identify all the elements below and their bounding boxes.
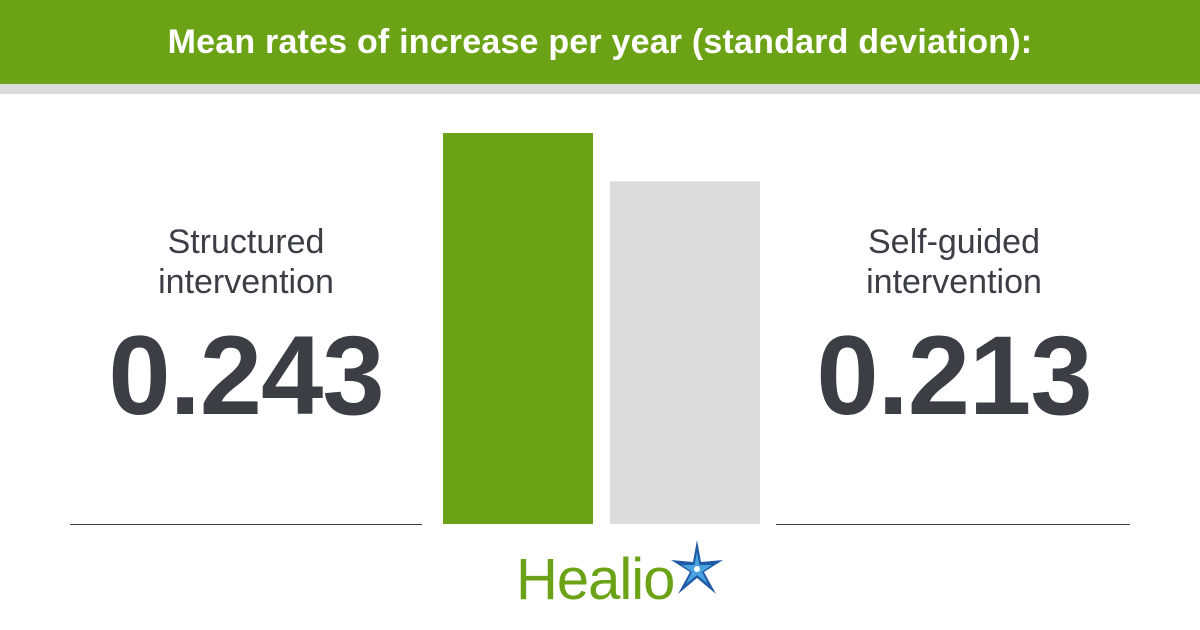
baseline-left	[70, 524, 422, 525]
bar-value-label-self-guided: 0.213	[816, 313, 1092, 438]
healio-logo: Healio	[516, 538, 726, 612]
stat-label-line: Self-guided	[867, 223, 1040, 261]
stat-label-line: intervention	[158, 263, 334, 301]
logo-text: Healio	[516, 547, 675, 612]
bar-structured-intervention	[443, 133, 593, 524]
bar-value-label-structured: 0.243	[108, 313, 384, 438]
stat-structured: Structured intervention 0.243	[76, 222, 416, 436]
chart-title: Mean rates of increase per year (standar…	[167, 22, 1033, 61]
star-icon	[668, 538, 726, 605]
stat-label-line: Structured	[167, 223, 325, 261]
stat-self-guided: Self-guided intervention 0.213	[784, 222, 1124, 436]
bar-self-guided-intervention	[610, 181, 760, 524]
stat-label-self-guided: Self-guided intervention	[784, 222, 1124, 302]
stat-label-structured: Structured intervention	[76, 222, 416, 302]
header-divider	[0, 84, 1200, 94]
stat-label-line: intervention	[866, 263, 1042, 301]
header-banner: Mean rates of increase per year (standar…	[0, 0, 1200, 84]
baseline-right	[776, 524, 1130, 525]
